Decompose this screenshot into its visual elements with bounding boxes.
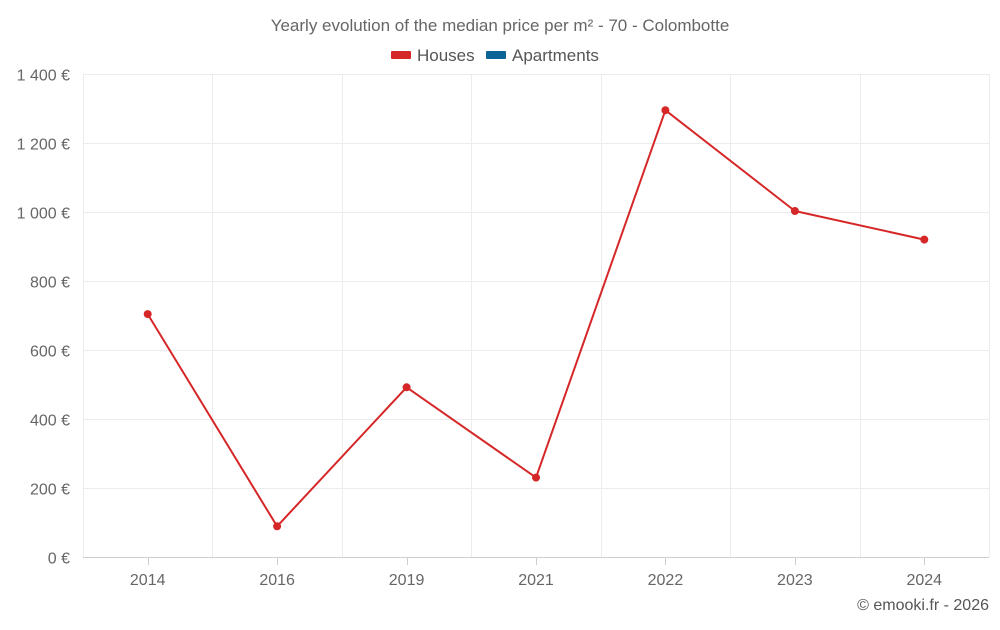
- legend-swatch-apartments: [486, 51, 506, 59]
- data-point-houses[interactable]: [143, 310, 152, 319]
- legend-swatch-houses: [391, 51, 411, 59]
- y-tick-label: 1 400 €: [17, 68, 70, 85]
- x-tick-label: 2023: [777, 572, 813, 589]
- data-point-houses[interactable]: [920, 235, 929, 244]
- x-tick-label: 2019: [389, 572, 425, 589]
- x-tick-label: 2024: [906, 572, 942, 589]
- y-tick-label: 1 200 €: [17, 137, 70, 154]
- chart-title: Yearly evolution of the median price per…: [271, 16, 730, 35]
- data-point-houses[interactable]: [661, 106, 670, 115]
- grid: [83, 74, 990, 557]
- data-point-houses[interactable]: [273, 522, 282, 531]
- series-line-houses: [146, 109, 925, 528]
- y-tick-label: 0 €: [48, 551, 70, 568]
- series-layer: [143, 106, 929, 531]
- axes: 0 € 200 € 400 € 600 € 800 € 1 000 € 1 200 € 1 4…: [17, 68, 989, 589]
- x-tick-label: 2014: [130, 572, 166, 589]
- copyright-notice: © emooki.fr - 2026: [857, 597, 989, 614]
- y-tick-label: 400 €: [30, 413, 70, 430]
- x-tick-label: 2016: [259, 572, 295, 589]
- data-point-houses[interactable]: [790, 207, 799, 215]
- data-point-houses[interactable]: [532, 473, 540, 482]
- y-tick-label: 800 €: [30, 275, 70, 292]
- y-tick-label: 200 €: [30, 482, 70, 499]
- x-tick-label: 2022: [648, 572, 684, 589]
- x-tick-label: 2021: [518, 572, 554, 589]
- legend-label-houses: Houses: [417, 46, 475, 65]
- y-tick-label: 600 €: [30, 344, 70, 361]
- legend: Houses Apartments: [391, 46, 599, 65]
- y-tick-label: 1 000 €: [17, 206, 70, 223]
- legend-item-apartments[interactable]: Apartments: [486, 46, 599, 65]
- legend-item-houses[interactable]: Houses: [391, 46, 475, 65]
- legend-label-apartments: Apartments: [512, 46, 599, 65]
- data-point-houses[interactable]: [402, 383, 411, 392]
